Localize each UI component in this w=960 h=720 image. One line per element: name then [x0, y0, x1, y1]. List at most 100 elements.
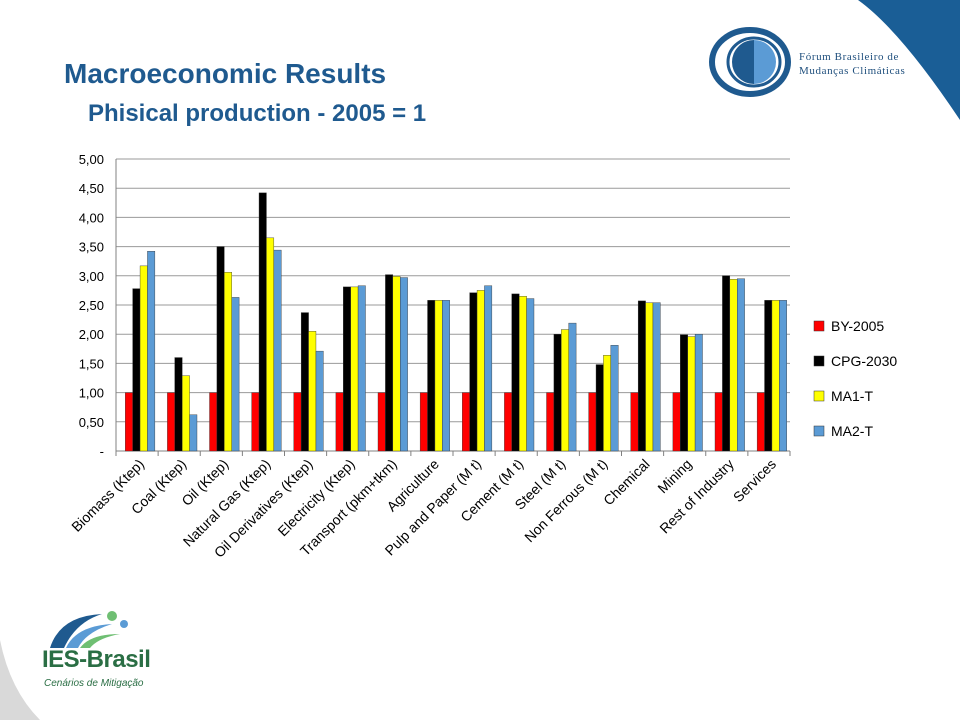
- bar: [511, 293, 520, 452]
- bar: [125, 392, 133, 452]
- legend-label: BY-2005: [831, 318, 884, 334]
- page-subtitle: Phisical production - 2005 = 1: [88, 100, 427, 127]
- forum-eye-icon: [709, 27, 791, 97]
- ies-name: IES-Brasil: [42, 646, 151, 673]
- bar: [610, 345, 619, 452]
- forum-name-line2: Mudanças Climáticas: [799, 65, 906, 77]
- bar: [315, 350, 324, 452]
- bar: [603, 355, 612, 452]
- bar: [273, 249, 282, 452]
- bar: [231, 297, 240, 452]
- bar: [756, 392, 765, 452]
- bar: [469, 292, 478, 452]
- x-tick-label: Biomass (Ktep): [68, 456, 147, 535]
- bar: [385, 274, 394, 452]
- bar: [771, 300, 780, 452]
- bar: [714, 392, 723, 452]
- y-tick-label: 2,50: [79, 298, 104, 313]
- bar: [645, 302, 654, 452]
- bar: [504, 392, 512, 452]
- bar: [258, 192, 267, 452]
- bar: [343, 286, 351, 452]
- bar: [518, 296, 527, 452]
- y-tick-label: -: [100, 444, 104, 459]
- y-tick-label: 3,00: [79, 269, 104, 284]
- bar: [350, 286, 359, 452]
- bar: [427, 300, 436, 452]
- bar: [209, 392, 218, 452]
- bar: [216, 246, 225, 452]
- x-tick-label: Electricity (Ktep): [274, 456, 357, 539]
- y-tick-label: 0,50: [79, 415, 104, 430]
- y-tick-label: 1,00: [79, 386, 104, 401]
- y-tick-label: 1,50: [79, 356, 104, 371]
- legend-swatch: [813, 355, 825, 367]
- bar: [400, 277, 408, 452]
- bar: [729, 279, 738, 452]
- bar: [434, 300, 443, 452]
- bar: [132, 288, 141, 452]
- bar: [392, 276, 401, 452]
- bar: [546, 392, 555, 452]
- bar: [737, 278, 745, 452]
- bar: [476, 290, 485, 452]
- bar: [335, 392, 344, 452]
- ies-logo: IES-Brasil Cenários de Mitigação: [20, 604, 180, 714]
- y-tick-label: 3,50: [79, 240, 104, 255]
- bar: [595, 364, 604, 452]
- bar: [224, 272, 232, 452]
- bar: [568, 322, 577, 452]
- legend-swatch: [813, 425, 825, 437]
- bar: [167, 392, 175, 452]
- bar: [181, 375, 190, 452]
- bar: [419, 392, 428, 452]
- page-title: Macroeconomic Results: [64, 58, 387, 89]
- bar: [672, 392, 681, 452]
- x-tick-label: Services: [730, 456, 779, 505]
- bar: [779, 300, 787, 452]
- bar: [293, 392, 302, 452]
- bar: [174, 357, 183, 452]
- ies-tagline: Cenários de Mitigação: [44, 678, 144, 689]
- forum-name-line1: Fórum Brasileiro de: [799, 51, 899, 63]
- bar: [266, 237, 275, 452]
- bar: [442, 300, 450, 452]
- bar: [139, 265, 148, 452]
- bar: [484, 285, 493, 452]
- bar: [462, 392, 470, 452]
- bar: [687, 336, 696, 452]
- bar: [630, 392, 639, 452]
- y-tick-label: 5,00: [79, 152, 104, 167]
- y-tick-label: 2,00: [79, 327, 104, 342]
- legend-swatch: [813, 390, 825, 402]
- y-tick-label: 4,50: [79, 181, 104, 196]
- bar: [308, 331, 317, 452]
- legend-swatch: [813, 320, 825, 332]
- bar: [189, 414, 198, 452]
- bar: [377, 392, 386, 452]
- bar: [680, 334, 688, 452]
- bar: [694, 334, 703, 452]
- forum-logo: Fórum Brasileiro de Mudanças Climáticas: [708, 22, 948, 102]
- legend-label: CPG-2030: [831, 353, 897, 369]
- legend-label: MA2-T: [831, 423, 873, 439]
- x-tick-label: Chemical: [600, 456, 653, 509]
- ies-swoosh-icon: [50, 611, 128, 648]
- bar: [764, 300, 773, 452]
- bar: [553, 334, 562, 452]
- forum-name: Fórum Brasileiro de Mudanças Climáticas: [799, 50, 905, 78]
- x-tick-label: Rest of Industry: [656, 456, 737, 537]
- bar: [637, 300, 646, 452]
- bar: [561, 329, 569, 452]
- bar: [251, 392, 260, 452]
- x-tick-label: Mining: [654, 456, 694, 496]
- bar: [147, 251, 156, 452]
- bar: [357, 285, 366, 452]
- bar: [652, 302, 661, 452]
- legend-label: MA1-T: [831, 388, 873, 404]
- bar: [722, 275, 731, 452]
- bar: [588, 392, 597, 452]
- y-tick-label: 4,00: [79, 210, 104, 225]
